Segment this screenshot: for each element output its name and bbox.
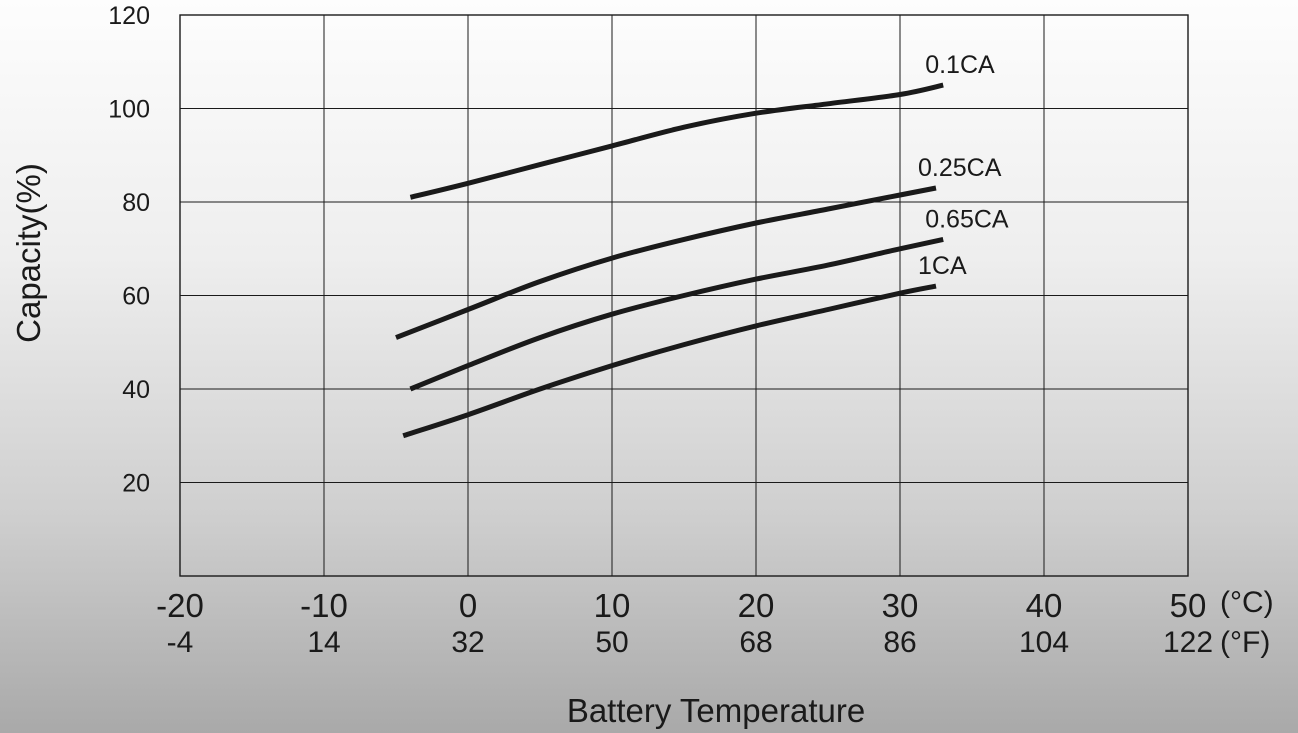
x-tick-label-fahrenheit: 122 — [1163, 626, 1213, 659]
x-tick-label-celsius: 40 — [1026, 587, 1063, 624]
x-tick-label-celsius: 0 — [459, 587, 477, 624]
x-tick-label-fahrenheit: 14 — [307, 626, 340, 659]
x-unit-celsius: (°C) — [1220, 586, 1274, 619]
axis-ticks: 20 40 60 80 100 120 -20 -10 0 10 20 30 40 50 -4 14 32 50 6… — [108, 2, 1273, 659]
x-tick-label-fahrenheit: 32 — [451, 626, 484, 659]
x-tick-label-celsius: 10 — [594, 587, 631, 624]
x-tick-label-fahrenheit: 104 — [1019, 626, 1069, 659]
y-axis-title: Capacity(%) — [10, 163, 47, 343]
series-label-065ca: 0.65CA — [925, 205, 1009, 233]
x-tick-label-celsius: 30 — [882, 587, 919, 624]
y-tick-label: 100 — [108, 96, 150, 124]
x-tick-label-fahrenheit: 86 — [883, 626, 916, 659]
x-tick-label-celsius: -10 — [300, 587, 348, 624]
series-label-1ca: 1CA — [918, 252, 967, 280]
x-tick-label-fahrenheit: 68 — [739, 626, 772, 659]
x-tick-label-fahrenheit: 50 — [595, 626, 628, 659]
series-label-025ca: 0.25CA — [918, 154, 1002, 182]
series-line-1ca — [402, 283, 937, 439]
x-tick-label-fahrenheit: -4 — [167, 626, 194, 659]
y-tick-label: 40 — [122, 376, 150, 404]
x-tick-label-celsius: -20 — [156, 587, 204, 624]
x-tick-label-celsius: 50 — [1170, 587, 1207, 624]
x-unit-fahrenheit: (°F) — [1220, 626, 1270, 659]
y-tick-label: 60 — [122, 283, 150, 311]
x-axis-title: Battery Temperature — [567, 692, 865, 729]
y-tick-label: 120 — [108, 2, 150, 30]
y-tick-label: 80 — [122, 189, 150, 217]
series-line-01ca — [409, 82, 944, 200]
series-label-01ca: 0.1CA — [925, 51, 995, 79]
series-line-065ca — [409, 236, 944, 392]
y-tick-label: 20 — [122, 470, 150, 498]
series-curves — [395, 82, 944, 439]
x-tick-label-celsius: 20 — [738, 587, 775, 624]
series-line-025ca — [395, 185, 937, 340]
series-labels: 0.1CA 0.25CA 0.65CA 1CA — [918, 51, 1009, 280]
